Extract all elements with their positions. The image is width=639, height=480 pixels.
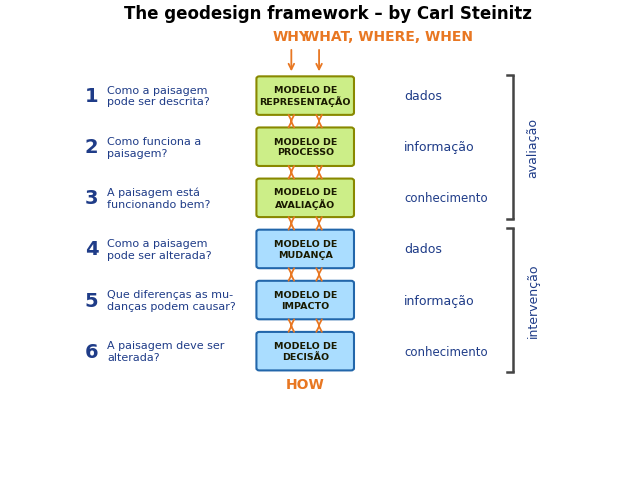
Text: Como a paisagem
pode ser alterada?: Como a paisagem pode ser alterada? bbox=[107, 239, 212, 260]
Text: conhecimento: conhecimento bbox=[404, 345, 488, 358]
Text: intervenção: intervenção bbox=[527, 263, 539, 337]
Text: WHY: WHY bbox=[273, 30, 310, 44]
Text: avaliação: avaliação bbox=[527, 118, 539, 177]
Text: HOW: HOW bbox=[286, 378, 325, 392]
Text: MODELO DE
IMPACTO: MODELO DE IMPACTO bbox=[273, 291, 337, 310]
Text: A paisagem deve ser
alterada?: A paisagem deve ser alterada? bbox=[107, 341, 224, 362]
FancyBboxPatch shape bbox=[256, 77, 354, 116]
Text: MODELO DE
DECISÃO: MODELO DE DECISÃO bbox=[273, 342, 337, 361]
Text: informação: informação bbox=[404, 294, 475, 307]
FancyBboxPatch shape bbox=[256, 179, 354, 217]
Text: informação: informação bbox=[404, 141, 475, 154]
FancyBboxPatch shape bbox=[256, 230, 354, 269]
Text: 1: 1 bbox=[85, 87, 98, 106]
Text: conhecimento: conhecimento bbox=[404, 192, 488, 205]
Text: MODELO DE
PROCESSO: MODELO DE PROCESSO bbox=[273, 138, 337, 157]
Text: WHAT, WHERE, WHEN: WHAT, WHERE, WHEN bbox=[304, 30, 473, 44]
FancyBboxPatch shape bbox=[256, 281, 354, 320]
Text: Como a paisagem
pode ser descrita?: Como a paisagem pode ser descrita? bbox=[107, 85, 210, 107]
FancyBboxPatch shape bbox=[256, 128, 354, 167]
Text: The geodesign framework – by Carl Steinitz: The geodesign framework – by Carl Steini… bbox=[123, 5, 532, 23]
Text: MODELO DE
MUDANÇA: MODELO DE MUDANÇA bbox=[273, 240, 337, 259]
Text: MODELO DE
REPRESENTAÇÃO: MODELO DE REPRESENTAÇÃO bbox=[259, 85, 351, 107]
Text: MODELO DE
AVALIAÇÃO: MODELO DE AVALIAÇÃO bbox=[273, 188, 337, 209]
Text: 6: 6 bbox=[85, 342, 98, 361]
Text: 2: 2 bbox=[85, 138, 98, 157]
Text: 3: 3 bbox=[85, 189, 98, 208]
Text: dados: dados bbox=[404, 90, 442, 103]
Text: 5: 5 bbox=[85, 291, 98, 310]
Text: dados: dados bbox=[404, 243, 442, 256]
Text: 4: 4 bbox=[85, 240, 98, 259]
FancyBboxPatch shape bbox=[256, 332, 354, 371]
Text: Como funciona a
paisagem?: Como funciona a paisagem? bbox=[107, 137, 201, 158]
Text: Que diferenças as mu-
danças podem causar?: Que diferenças as mu- danças podem causa… bbox=[107, 289, 236, 311]
Text: A paisagem está
funcionando bem?: A paisagem está funcionando bem? bbox=[107, 187, 210, 209]
